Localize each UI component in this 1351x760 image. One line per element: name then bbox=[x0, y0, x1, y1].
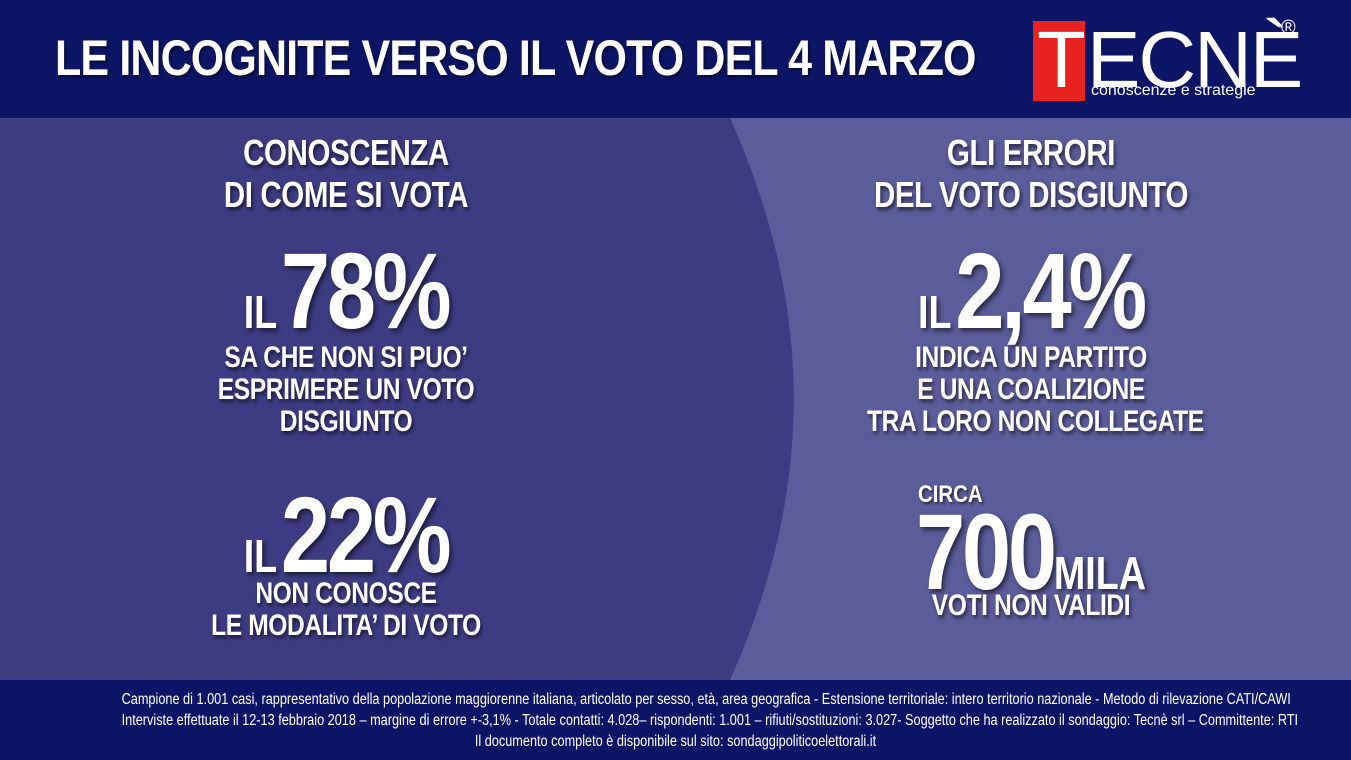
logo-wordmark: ECNÈ bbox=[1087, 15, 1303, 104]
right-heading: GLI ERRORI DEL VOTO DISGIUNTO bbox=[867, 132, 1195, 216]
stat-700-desc-line1: VOTI NON VALIDI bbox=[931, 589, 1131, 622]
stat-700-unit: MILA bbox=[1053, 547, 1147, 599]
stat-22-value: 22% bbox=[280, 474, 452, 595]
stat-2-4-value: 2,4% bbox=[955, 230, 1147, 351]
stat-78-prefix: IL bbox=[243, 286, 278, 338]
stat-2-4-desc-line1: INDICA UN PARTITO bbox=[915, 341, 1147, 374]
stat-78-value: 78% bbox=[280, 230, 452, 351]
stat-2-4-desc-line3: TRA LORO NON COLLEGATE bbox=[867, 405, 1204, 438]
footer-line1: Campione di 1.001 casi, rappresentativo … bbox=[121, 691, 1291, 708]
stat-2-4-description: INDICA UN PARTITO E UNA COALIZIONE TRA L… bbox=[867, 341, 1204, 438]
page-title: LE INCOGNITE VERSO IL VOTO DEL 4 MARZO bbox=[55, 30, 976, 86]
footer-line2: Interviste effettuate il 12-13 febbraio … bbox=[121, 712, 1299, 729]
stat-22-line: IL 22% bbox=[182, 480, 510, 590]
stat-22-description: NON CONOSCE LE MODALITA’ DI VOTO bbox=[182, 578, 510, 642]
right-heading-line2: DEL VOTO DISGIUNTO bbox=[873, 174, 1189, 215]
stat-22-prefix: IL bbox=[243, 530, 278, 582]
stat-78-line: IL 78% bbox=[182, 236, 510, 346]
left-heading-line2: DI COME SI VOTA bbox=[223, 174, 469, 215]
logo-letter-t: T bbox=[1037, 15, 1086, 104]
left-heading: CONOSCENZA DI COME SI VOTA bbox=[182, 132, 510, 216]
footer-line3: Il documento completo è disponibile sul … bbox=[474, 733, 877, 750]
stat-700-circa: CIRCA bbox=[918, 481, 983, 508]
stat-700-value: 700 bbox=[915, 491, 1057, 612]
footer-bar: Campione di 1.001 casi, rappresentativo … bbox=[0, 680, 1351, 760]
tecne-logo: T ECNÈ ® conoscenze e strategie bbox=[1033, 18, 1303, 108]
stat-2-4-desc-line2: E UNA COALIZIONE bbox=[917, 373, 1145, 406]
stat-78-desc-line3: DISGIUNTO bbox=[279, 405, 413, 438]
content-area: CONOSCENZA DI COME SI VOTA IL 78% SA CHE… bbox=[0, 118, 1351, 680]
right-heading-line1: GLI ERRORI bbox=[946, 132, 1116, 173]
stat-22-desc-line1: NON CONOSCE bbox=[255, 577, 437, 610]
left-heading-line1: CONOSCENZA bbox=[243, 132, 449, 173]
stat-78-desc-line1: SA CHE NON SI PUO’ bbox=[224, 341, 468, 374]
stat-78-description: SA CHE NON SI PUO’ ESPRIMERE UN VOTO DIS… bbox=[182, 342, 510, 438]
stat-2-4-line: IL 2,4% bbox=[867, 236, 1195, 346]
stat-2-4-prefix: IL bbox=[918, 286, 952, 338]
logo-tagline: conoscenze e strategie bbox=[1091, 82, 1256, 99]
panel-background bbox=[0, 118, 794, 680]
stat-700-line: 700MILA bbox=[867, 498, 1195, 606]
registered-mark: ® bbox=[1281, 17, 1296, 39]
stat-700-description: VOTI NON VALIDI bbox=[867, 590, 1195, 622]
stat-22-desc-line2: LE MODALITA’ DI VOTO bbox=[211, 609, 481, 642]
logo-red-box bbox=[1033, 21, 1085, 101]
header-bar: LE INCOGNITE VERSO IL VOTO DEL 4 MARZO T… bbox=[0, 0, 1351, 118]
left-panel-curve bbox=[0, 118, 794, 680]
stat-78-desc-line2: ESPRIMERE UN VOTO bbox=[217, 373, 475, 406]
